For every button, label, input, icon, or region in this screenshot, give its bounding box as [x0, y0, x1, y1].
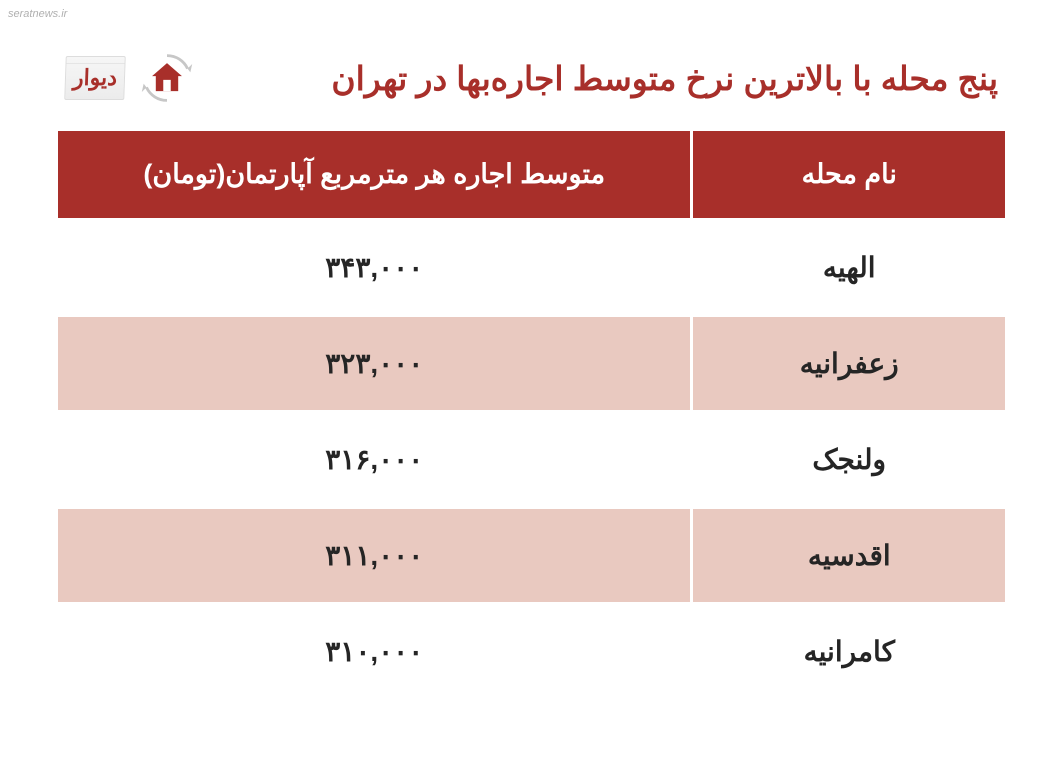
- table-row: ولنجک ۳۱۶,۰۰۰: [58, 413, 1005, 506]
- house-icon: [139, 50, 195, 106]
- cell-value: ۳۱۶,۰۰۰: [58, 413, 690, 506]
- cell-name: ولنجک: [693, 413, 1005, 506]
- cell-value: ۳۲۳,۰۰۰: [58, 317, 690, 410]
- header-row: پنج محله با بالاترین نرخ متوسط اجاره‌بها…: [55, 50, 1008, 106]
- column-header-name: نام محله: [693, 131, 1005, 218]
- watermark-text: seratnews.ir: [8, 8, 67, 20]
- cell-name: کامرانیه: [693, 605, 1005, 698]
- cell-name: زعفرانیه: [693, 317, 1005, 410]
- rent-table: نام محله متوسط اجاره هر مترمربع آپارتمان…: [55, 128, 1008, 701]
- table-header-row: نام محله متوسط اجاره هر مترمربع آپارتمان…: [58, 131, 1005, 218]
- table-row: زعفرانیه ۳۲۳,۰۰۰: [58, 317, 1005, 410]
- content-container: پنج محله با بالاترین نرخ متوسط اجاره‌بها…: [0, 0, 1063, 731]
- table-row: اقدسیه ۳۱۱,۰۰۰: [58, 509, 1005, 602]
- column-header-value: متوسط اجاره هر مترمربع آپارتمان(تومان): [58, 131, 690, 218]
- cell-value: ۳۴۳,۰۰۰: [58, 221, 690, 314]
- cell-value: ۳۱۱,۰۰۰: [58, 509, 690, 602]
- cell-name: اقدسیه: [693, 509, 1005, 602]
- divar-logo: دیوار: [64, 56, 126, 100]
- table-row: الهیه ۳۴۳,۰۰۰: [58, 221, 1005, 314]
- page-title: پنج محله با بالاترین نرخ متوسط اجاره‌بها…: [209, 59, 998, 98]
- table-row: کامرانیه ۳۱۰,۰۰۰: [58, 605, 1005, 698]
- cell-value: ۳۱۰,۰۰۰: [58, 605, 690, 698]
- cell-name: الهیه: [693, 221, 1005, 314]
